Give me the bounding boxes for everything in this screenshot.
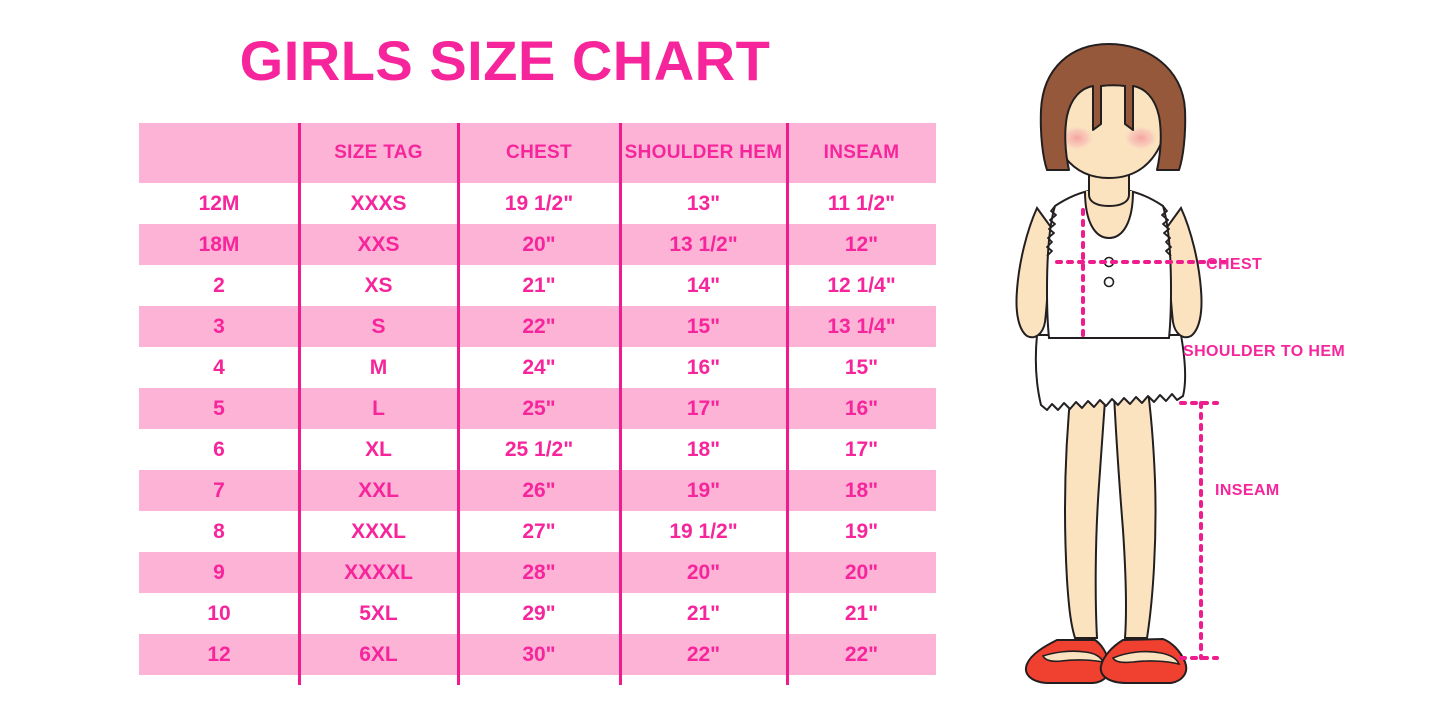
size-chart-table: SIZE TAG CHEST SHOULDER HEM INSEAM 12M XX…: [139, 123, 936, 675]
page-title: GIRLS SIZE CHART: [239, 29, 771, 92]
blush-left: [1059, 125, 1095, 151]
table-row: 9 XXXXL 28" 20" 20": [139, 552, 936, 593]
table-row: 4 M 24" 16" 15": [139, 347, 936, 388]
table-cell: 20": [620, 552, 787, 593]
column-divider-1: [298, 123, 301, 685]
table-row: 3 S 22" 15" 13 1/4": [139, 306, 936, 347]
table-cell: 19 1/2": [620, 511, 787, 552]
table-cell: 11 1/2": [787, 183, 936, 224]
button-icon: [1103, 276, 1115, 288]
table-cell: 3: [139, 306, 299, 347]
table-cell: XXS: [299, 224, 458, 265]
table-cell: 19": [787, 511, 936, 552]
table-cell: 24": [458, 347, 620, 388]
table-cell: 14": [620, 265, 787, 306]
table-cell: 12: [139, 634, 299, 675]
table-cell: 19": [620, 470, 787, 511]
table-header-row: SIZE TAG CHEST SHOULDER HEM INSEAM: [139, 123, 936, 183]
table-cell: 9: [139, 552, 299, 593]
column-divider-2: [457, 123, 460, 685]
ruffle-skirt: [1034, 334, 1187, 411]
table-cell: 18M: [139, 224, 299, 265]
table-row: 18M XXS 20" 13 1/2" 12": [139, 224, 936, 265]
head: [1039, 43, 1187, 180]
table-cell: 18": [787, 470, 936, 511]
column-header-shoulder-hem: SHOULDER HEM: [620, 123, 787, 183]
girl-figure-svg: [1015, 43, 1235, 684]
table-row: 5 L 25" 17" 16": [139, 388, 936, 429]
table-cell: 5: [139, 388, 299, 429]
table-cell: 22": [458, 306, 620, 347]
table-cell: 15": [620, 306, 787, 347]
column-header-size: [139, 123, 299, 183]
top-garment: [1045, 188, 1173, 339]
table-row: 12 6XL 30" 22" 22": [139, 634, 936, 675]
table-cell: 27": [458, 511, 620, 552]
table-cell: 28": [458, 552, 620, 593]
table-cell: 19 1/2": [458, 183, 620, 224]
table-body: 12M XXXS 19 1/2" 13" 11 1/2" 18M XXS 20" 13 1/2"…: [139, 183, 936, 675]
girl-illustration: [985, 40, 1235, 685]
column-divider-3: [619, 123, 622, 685]
table-cell: 13 1/2": [620, 224, 787, 265]
table-row: 7 XXL 26" 19" 18": [139, 470, 936, 511]
table-cell: XS: [299, 265, 458, 306]
shoes: [1025, 637, 1188, 684]
table-cell: 21": [458, 265, 620, 306]
table-cell: 10: [139, 593, 299, 634]
table-cell: 16": [787, 388, 936, 429]
table-row: 8 XXXL 27" 19 1/2" 19": [139, 511, 936, 552]
table-cell: 6: [139, 429, 299, 470]
table-cell: XL: [299, 429, 458, 470]
table-cell: 4: [139, 347, 299, 388]
hair: [1039, 43, 1187, 171]
table-cell: 13 1/4": [787, 306, 936, 347]
table-cell: 16": [620, 347, 787, 388]
table-cell: XXXL: [299, 511, 458, 552]
table-cell: 20": [787, 552, 936, 593]
table-cell: S: [299, 306, 458, 347]
table-cell: 2: [139, 265, 299, 306]
table-cell: 22": [620, 634, 787, 675]
table-cell: L: [299, 388, 458, 429]
column-header-chest: CHEST: [458, 123, 620, 183]
table-cell: 25": [458, 388, 620, 429]
table-cell: 29": [458, 593, 620, 634]
table-cell: 30": [458, 634, 620, 675]
table-row: 10 5XL 29" 21" 21": [139, 593, 936, 634]
table-cell: XXL: [299, 470, 458, 511]
table-cell: 21": [620, 593, 787, 634]
table-cell: 17": [620, 388, 787, 429]
column-header-inseam: INSEAM: [787, 123, 936, 183]
table-cell: 8: [139, 511, 299, 552]
table-cell: 12 1/4": [787, 265, 936, 306]
table-cell: 13": [620, 183, 787, 224]
table-cell: 17": [787, 429, 936, 470]
column-header-size-tag: SIZE TAG: [299, 123, 458, 183]
table-cell: 22": [787, 634, 936, 675]
table-cell: 21": [787, 593, 936, 634]
table-cell: 12M: [139, 183, 299, 224]
table-cell: 26": [458, 470, 620, 511]
table-cell: 15": [787, 347, 936, 388]
table-cell: 6XL: [299, 634, 458, 675]
table-cell: 20": [458, 224, 620, 265]
table-header: SIZE TAG CHEST SHOULDER HEM INSEAM: [139, 123, 936, 183]
table-cell: XXXXL: [299, 552, 458, 593]
table-row: 6 XL 25 1/2" 18" 17": [139, 429, 936, 470]
table-cell: M: [299, 347, 458, 388]
table-cell: XXXS: [299, 183, 458, 224]
blush-right: [1123, 125, 1159, 151]
column-divider-4: [786, 123, 789, 685]
table-cell: 18": [620, 429, 787, 470]
table-row: 12M XXXS 19 1/2" 13" 11 1/2": [139, 183, 936, 224]
table-cell: 25 1/2": [458, 429, 620, 470]
table-cell: 12": [787, 224, 936, 265]
table-cell: 7: [139, 470, 299, 511]
measurement-guides: [1055, 208, 1235, 660]
table-cell: 5XL: [299, 593, 458, 634]
table-row: 2 XS 21" 14" 12 1/4": [139, 265, 936, 306]
legs: [1064, 368, 1157, 639]
